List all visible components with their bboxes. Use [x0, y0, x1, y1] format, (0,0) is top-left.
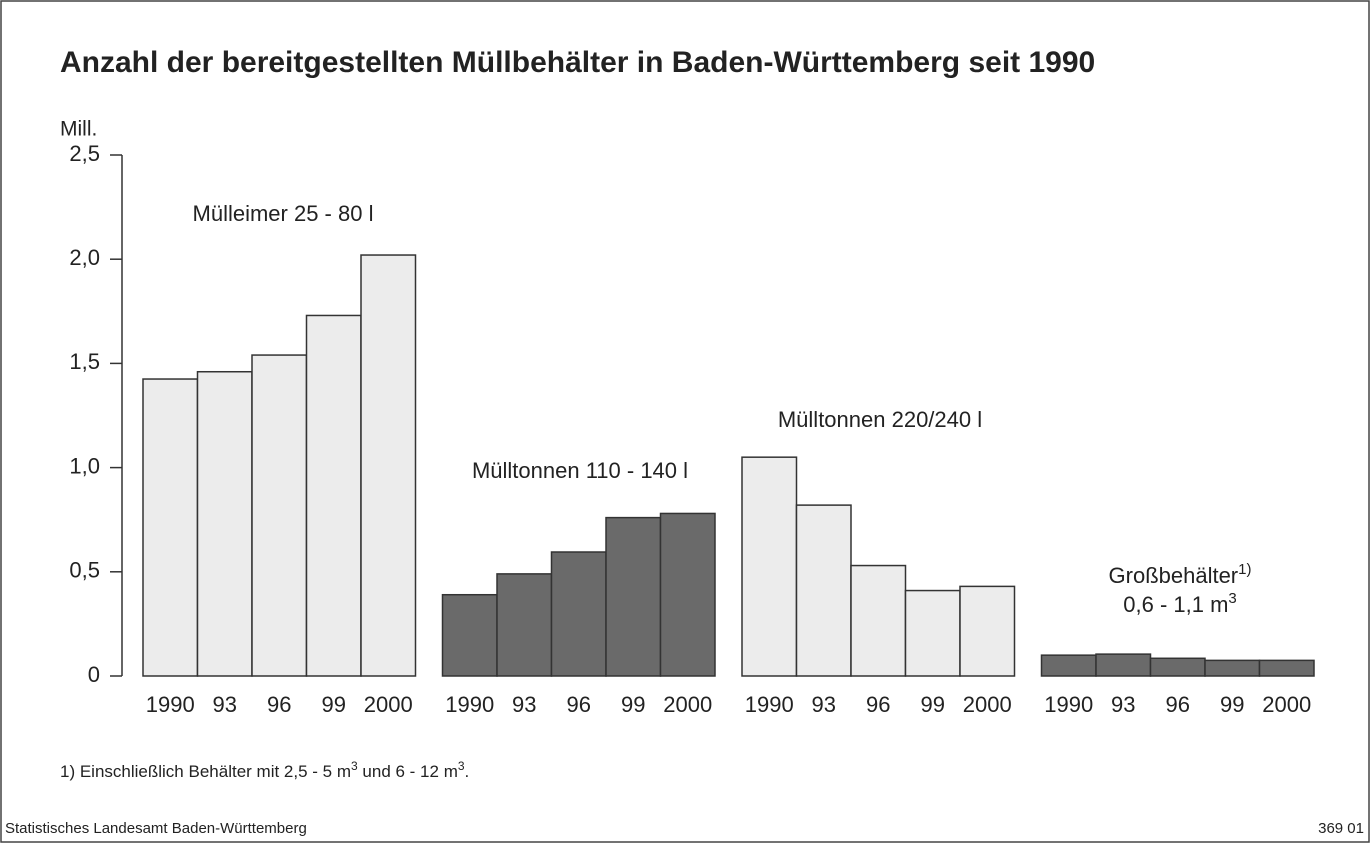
group-name: Mülltonnen 220/240 l [778, 407, 982, 432]
group-label: Mülltonnen 220/240 l [778, 407, 982, 432]
x-tick-label: 2000 [1262, 692, 1311, 717]
group-name-sup: 3 [1228, 590, 1236, 607]
group-name: Großbehälter [1109, 563, 1239, 588]
group-name-line2: 0,6 - 1,1 m [1123, 592, 1228, 617]
x-tick-label: 93 [512, 692, 536, 717]
bar [959, 585, 1016, 677]
source: Statistisches Landesamt Baden-Württember… [5, 820, 307, 837]
bar [1095, 653, 1152, 677]
x-tick-label: 96 [866, 692, 890, 717]
y-unit: Mill. [60, 118, 97, 141]
footnote-sup: 3 [458, 759, 465, 773]
x-tick-label: 1990 [1044, 692, 1093, 717]
group-label: Mülleimer 25 - 80 l [193, 201, 374, 226]
bar [196, 370, 253, 677]
bar [142, 378, 199, 677]
bar [441, 593, 498, 677]
bar [1204, 659, 1261, 677]
group-note: 1) [1238, 561, 1251, 578]
bar [305, 314, 362, 677]
bar [795, 504, 852, 677]
footnote-part: . [465, 762, 470, 781]
y-tick-label: 1,5 [69, 349, 100, 374]
x-tick-label: 1990 [146, 692, 195, 717]
chart-title: Anzahl der bereitgestellten Müllbehälter… [60, 46, 1095, 79]
y-tick-label: 2,5 [69, 141, 100, 166]
x-tick-label: 1990 [745, 692, 794, 717]
footnote-part: und 6 - 12 m [358, 762, 458, 781]
bar [360, 254, 417, 677]
footnote-part: 1) Einschließlich Behälter mit 2,5 - 5 m [60, 762, 351, 781]
x-tick-label: 96 [1166, 692, 1190, 717]
x-tick-label: 2000 [364, 692, 413, 717]
x-tick-label: 96 [567, 692, 591, 717]
bar [496, 573, 553, 677]
x-tick-label: 2000 [663, 692, 712, 717]
footnote: 1) Einschließlich Behälter mit 2,5 - 5 m… [60, 759, 469, 781]
group-label: Mülltonnen 110 - 140 l [472, 458, 688, 483]
x-tick-label: 1990 [445, 692, 494, 717]
bar [659, 512, 716, 677]
footnote-sup: 3 [351, 759, 358, 773]
group-label-line2: 0,6 - 1,1 m3 [1123, 590, 1237, 617]
chart-code: 369 01 [1318, 820, 1364, 837]
x-tick-label: 99 [322, 692, 346, 717]
y-tick-label: 1,0 [69, 453, 100, 478]
x-tick-label: 99 [621, 692, 645, 717]
bar [251, 354, 308, 677]
x-tick-label: 93 [1111, 692, 1135, 717]
x-tick-label: 99 [921, 692, 945, 717]
x-tick-label: 2000 [963, 692, 1012, 717]
group-name: Mülltonnen 110 - 140 l [472, 458, 688, 483]
y-tick-label: 0,5 [69, 558, 100, 583]
group-label: Großbehälter1) [1109, 561, 1252, 588]
group-name: Mülleimer 25 - 80 l [193, 201, 374, 226]
x-tick-label: 93 [812, 692, 836, 717]
bar [1258, 659, 1315, 677]
y-tick-label: 2,0 [69, 245, 100, 270]
bar [904, 589, 961, 677]
bar [850, 564, 907, 677]
x-tick-label: 96 [267, 692, 291, 717]
x-tick-label: 93 [213, 692, 237, 717]
bar [741, 456, 798, 677]
bar [605, 516, 662, 677]
y-tick-label: 0 [88, 662, 100, 687]
x-tick-label: 99 [1220, 692, 1244, 717]
bar [1040, 654, 1097, 677]
bar [1149, 657, 1206, 677]
bar [550, 551, 607, 677]
